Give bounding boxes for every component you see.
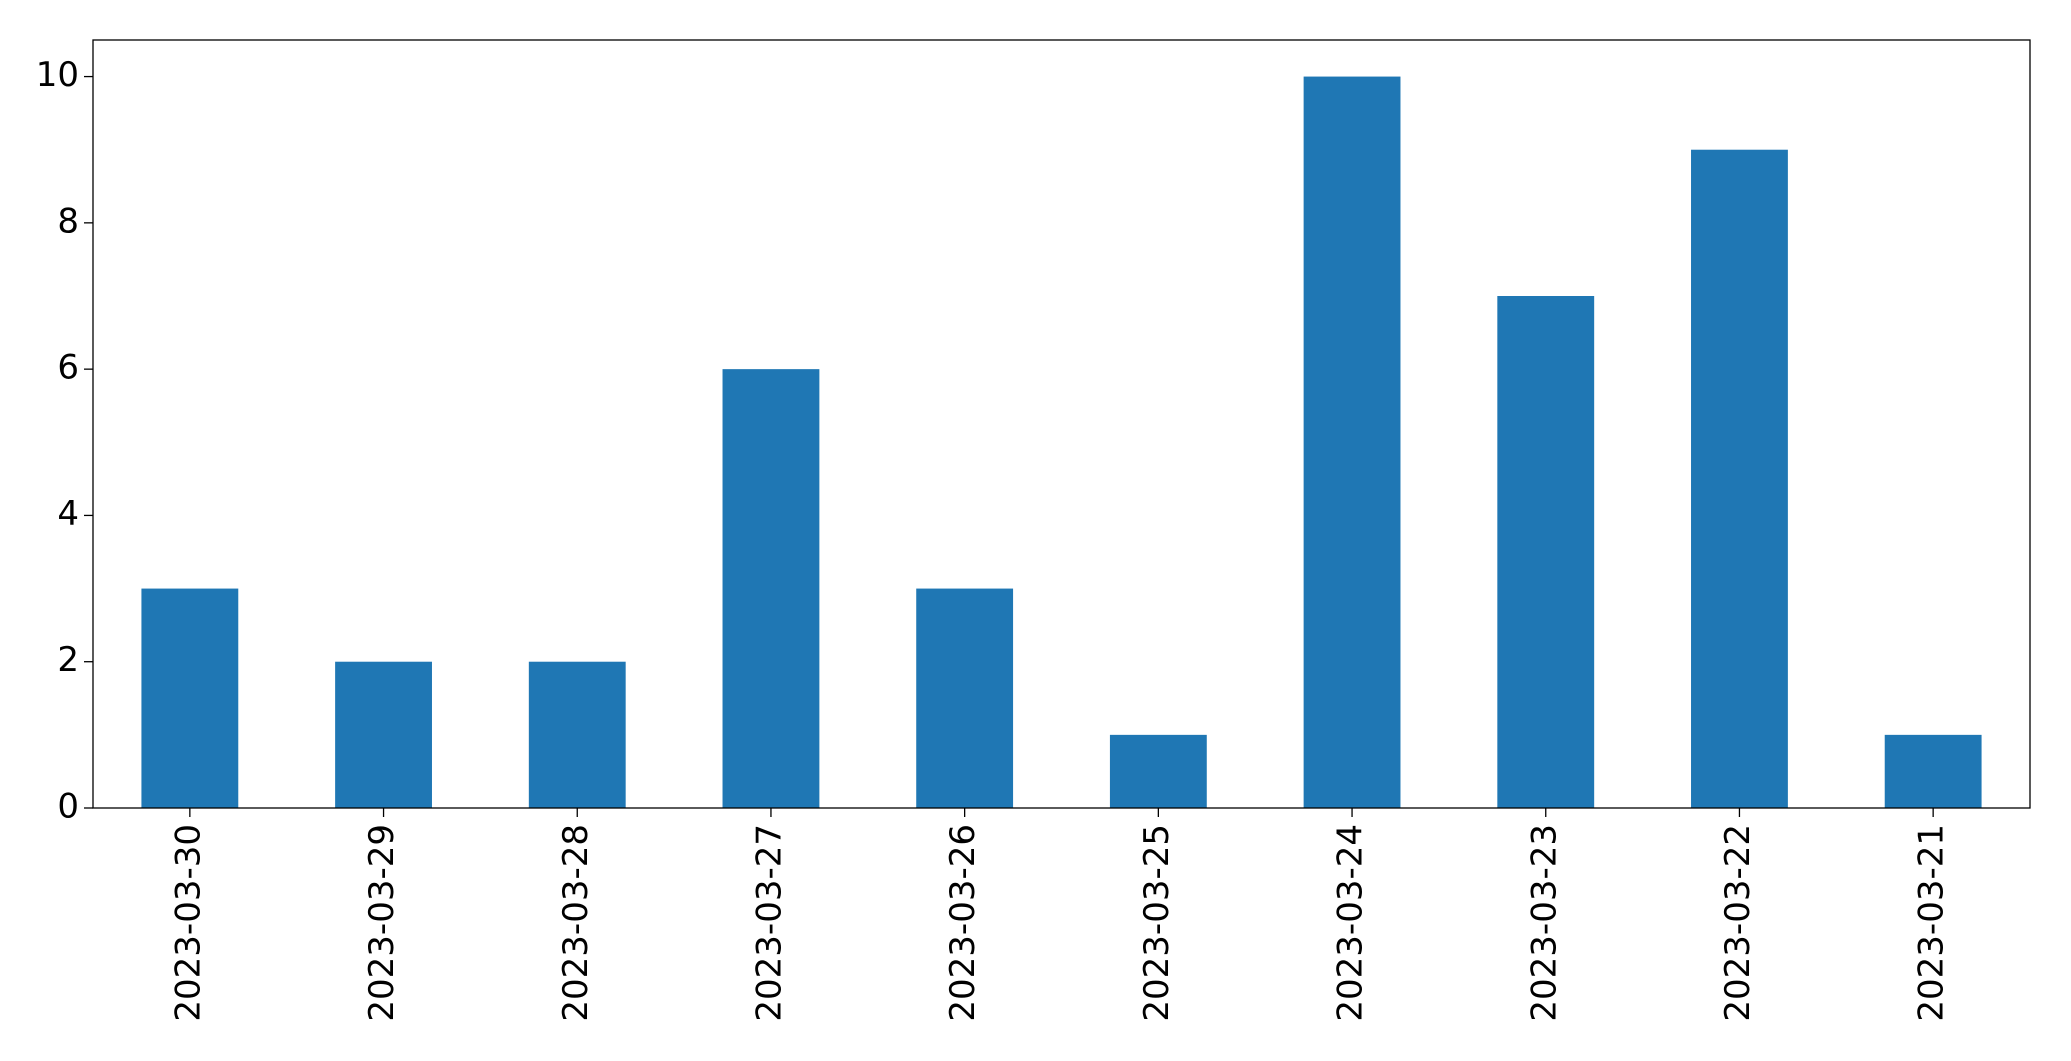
y-tick-label: 4 <box>57 494 79 534</box>
x-tick-label: 2023-03-29 <box>362 824 402 1022</box>
x-tick-label: 2023-03-22 <box>1718 824 1758 1022</box>
bar <box>528 661 626 808</box>
bar <box>141 588 239 808</box>
y-tick-label: 10 <box>36 55 79 95</box>
x-tick-label: 2023-03-27 <box>749 824 789 1022</box>
bar <box>916 588 1014 808</box>
x-tick-label: 2023-03-30 <box>168 824 208 1022</box>
bar <box>1109 734 1207 808</box>
y-tick-label: 8 <box>57 201 79 241</box>
y-tick-label: 2 <box>57 640 79 680</box>
bar <box>1691 149 1788 808</box>
y-tick-label: 0 <box>57 787 79 827</box>
x-tick-label: 2023-03-21 <box>1912 824 1952 1022</box>
bar <box>1884 734 1982 808</box>
y-tick-label: 6 <box>57 348 79 388</box>
bar <box>1303 76 1401 809</box>
plot-frame <box>92 39 2031 809</box>
bar <box>335 661 432 808</box>
bar <box>1497 296 1595 808</box>
x-tick-label: 2023-03-23 <box>1524 824 1564 1022</box>
bar <box>722 369 820 808</box>
x-tick-label: 2023-03-26 <box>943 824 983 1022</box>
x-tick-label: 2023-03-24 <box>1331 824 1371 1022</box>
x-tick-label: 2023-03-25 <box>1137 824 1177 1022</box>
x-tick-label: 2023-03-28 <box>556 824 596 1022</box>
